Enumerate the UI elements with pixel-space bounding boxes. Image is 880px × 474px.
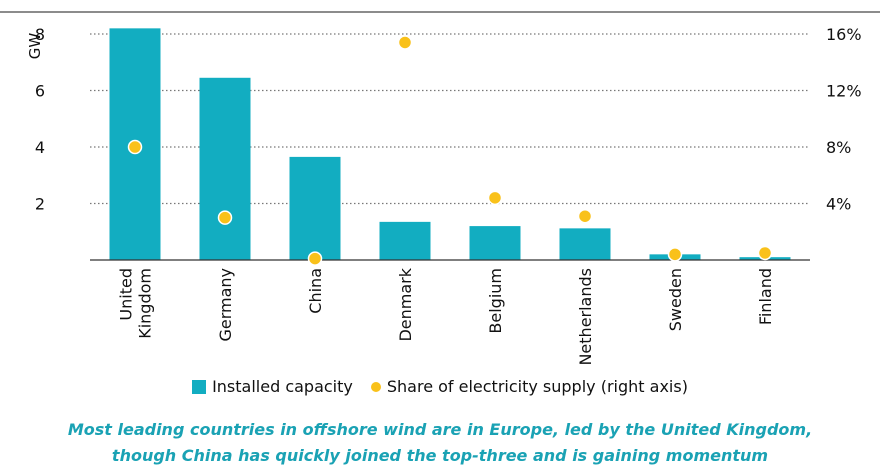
y-tick-right-2: 12%	[826, 82, 862, 101]
x-tick-4-line-0: Belgium	[486, 268, 505, 334]
legend-label-capacity: Installed capacity	[212, 377, 353, 396]
gridlines	[90, 33, 810, 205]
dot-0	[127, 139, 143, 155]
y-tick-right-3: 16%	[826, 25, 862, 44]
x-tick-7-line-0: Finland	[756, 268, 775, 325]
x-tick-7: Finland	[756, 268, 775, 325]
bars	[109, 28, 791, 260]
y-tick-left-3: 8	[35, 25, 45, 44]
legend-bar-swatch	[192, 379, 207, 394]
dot-6	[667, 247, 683, 262]
y-tick-right-1: 8%	[826, 138, 851, 157]
right-axis-ticks: 4% 8% 12% 16%	[826, 25, 862, 214]
legend-label-share: Share of electricity supply (right axis)	[386, 377, 688, 396]
y-tick-left-0: 2	[35, 195, 45, 214]
x-tick-1-line-0: Germany	[216, 268, 235, 342]
left-axis-ticks: 2 4 6 8	[35, 25, 45, 214]
share-dots	[127, 35, 773, 266]
bar-5	[559, 228, 611, 260]
y-axis-label: GW	[26, 33, 44, 60]
bar-3	[379, 221, 431, 260]
chart-caption: Most leading countries in offshore wind …	[0, 417, 880, 469]
legend-item-capacity: Installed capacity	[192, 377, 353, 396]
bar-2	[289, 156, 341, 260]
legend-dot-swatch	[370, 381, 381, 392]
dot-7	[757, 245, 773, 261]
y-tick-right-0: 4%	[826, 195, 851, 214]
dot-1	[217, 210, 233, 225]
dot-5	[577, 208, 593, 224]
x-tick-6-line-0: Sweden	[666, 268, 685, 331]
dot-2	[307, 251, 323, 266]
top-rule	[0, 11, 880, 13]
dot-4	[487, 190, 503, 206]
bar-1	[199, 77, 251, 260]
x-tick-3: Denmark	[396, 267, 415, 341]
x-tick-4: Belgium	[486, 268, 505, 334]
x-tick-2: China	[306, 268, 325, 314]
x-tick-5-line-0: Netherlands	[576, 268, 595, 366]
dot-3	[397, 35, 413, 50]
x-tick-3-line-0: Denmark	[396, 267, 415, 341]
legend: Installed capacity Share of electricity …	[0, 377, 880, 396]
x-tick-1: Germany	[216, 268, 235, 342]
y-tick-left-2: 6	[35, 82, 45, 101]
x-tick-6: Sweden	[666, 268, 685, 331]
bar-4	[469, 226, 521, 260]
x-tick-5: Netherlands	[576, 268, 595, 366]
offshore-wind-chart: 2 4 6 8 4% 8% 12% 16% United Kingdom Germany Chin…	[26, 25, 862, 366]
legend-item-share: Share of electricity supply (right axis)	[370, 377, 688, 396]
x-tick-0-line-1: Kingdom	[136, 268, 155, 339]
x-tick-0: United Kingdom	[117, 268, 155, 339]
x-tick-2-line-0: China	[306, 268, 325, 314]
y-tick-left-1: 4	[35, 138, 45, 157]
caption-line-2: though China has quickly joined the top-…	[111, 446, 769, 465]
caption-line-1: Most leading countries in offshore wind …	[67, 420, 813, 439]
category-labels: United Kingdom Germany China Denmark Belgium N…	[117, 267, 776, 365]
x-tick-0-line-0: United	[117, 268, 136, 321]
